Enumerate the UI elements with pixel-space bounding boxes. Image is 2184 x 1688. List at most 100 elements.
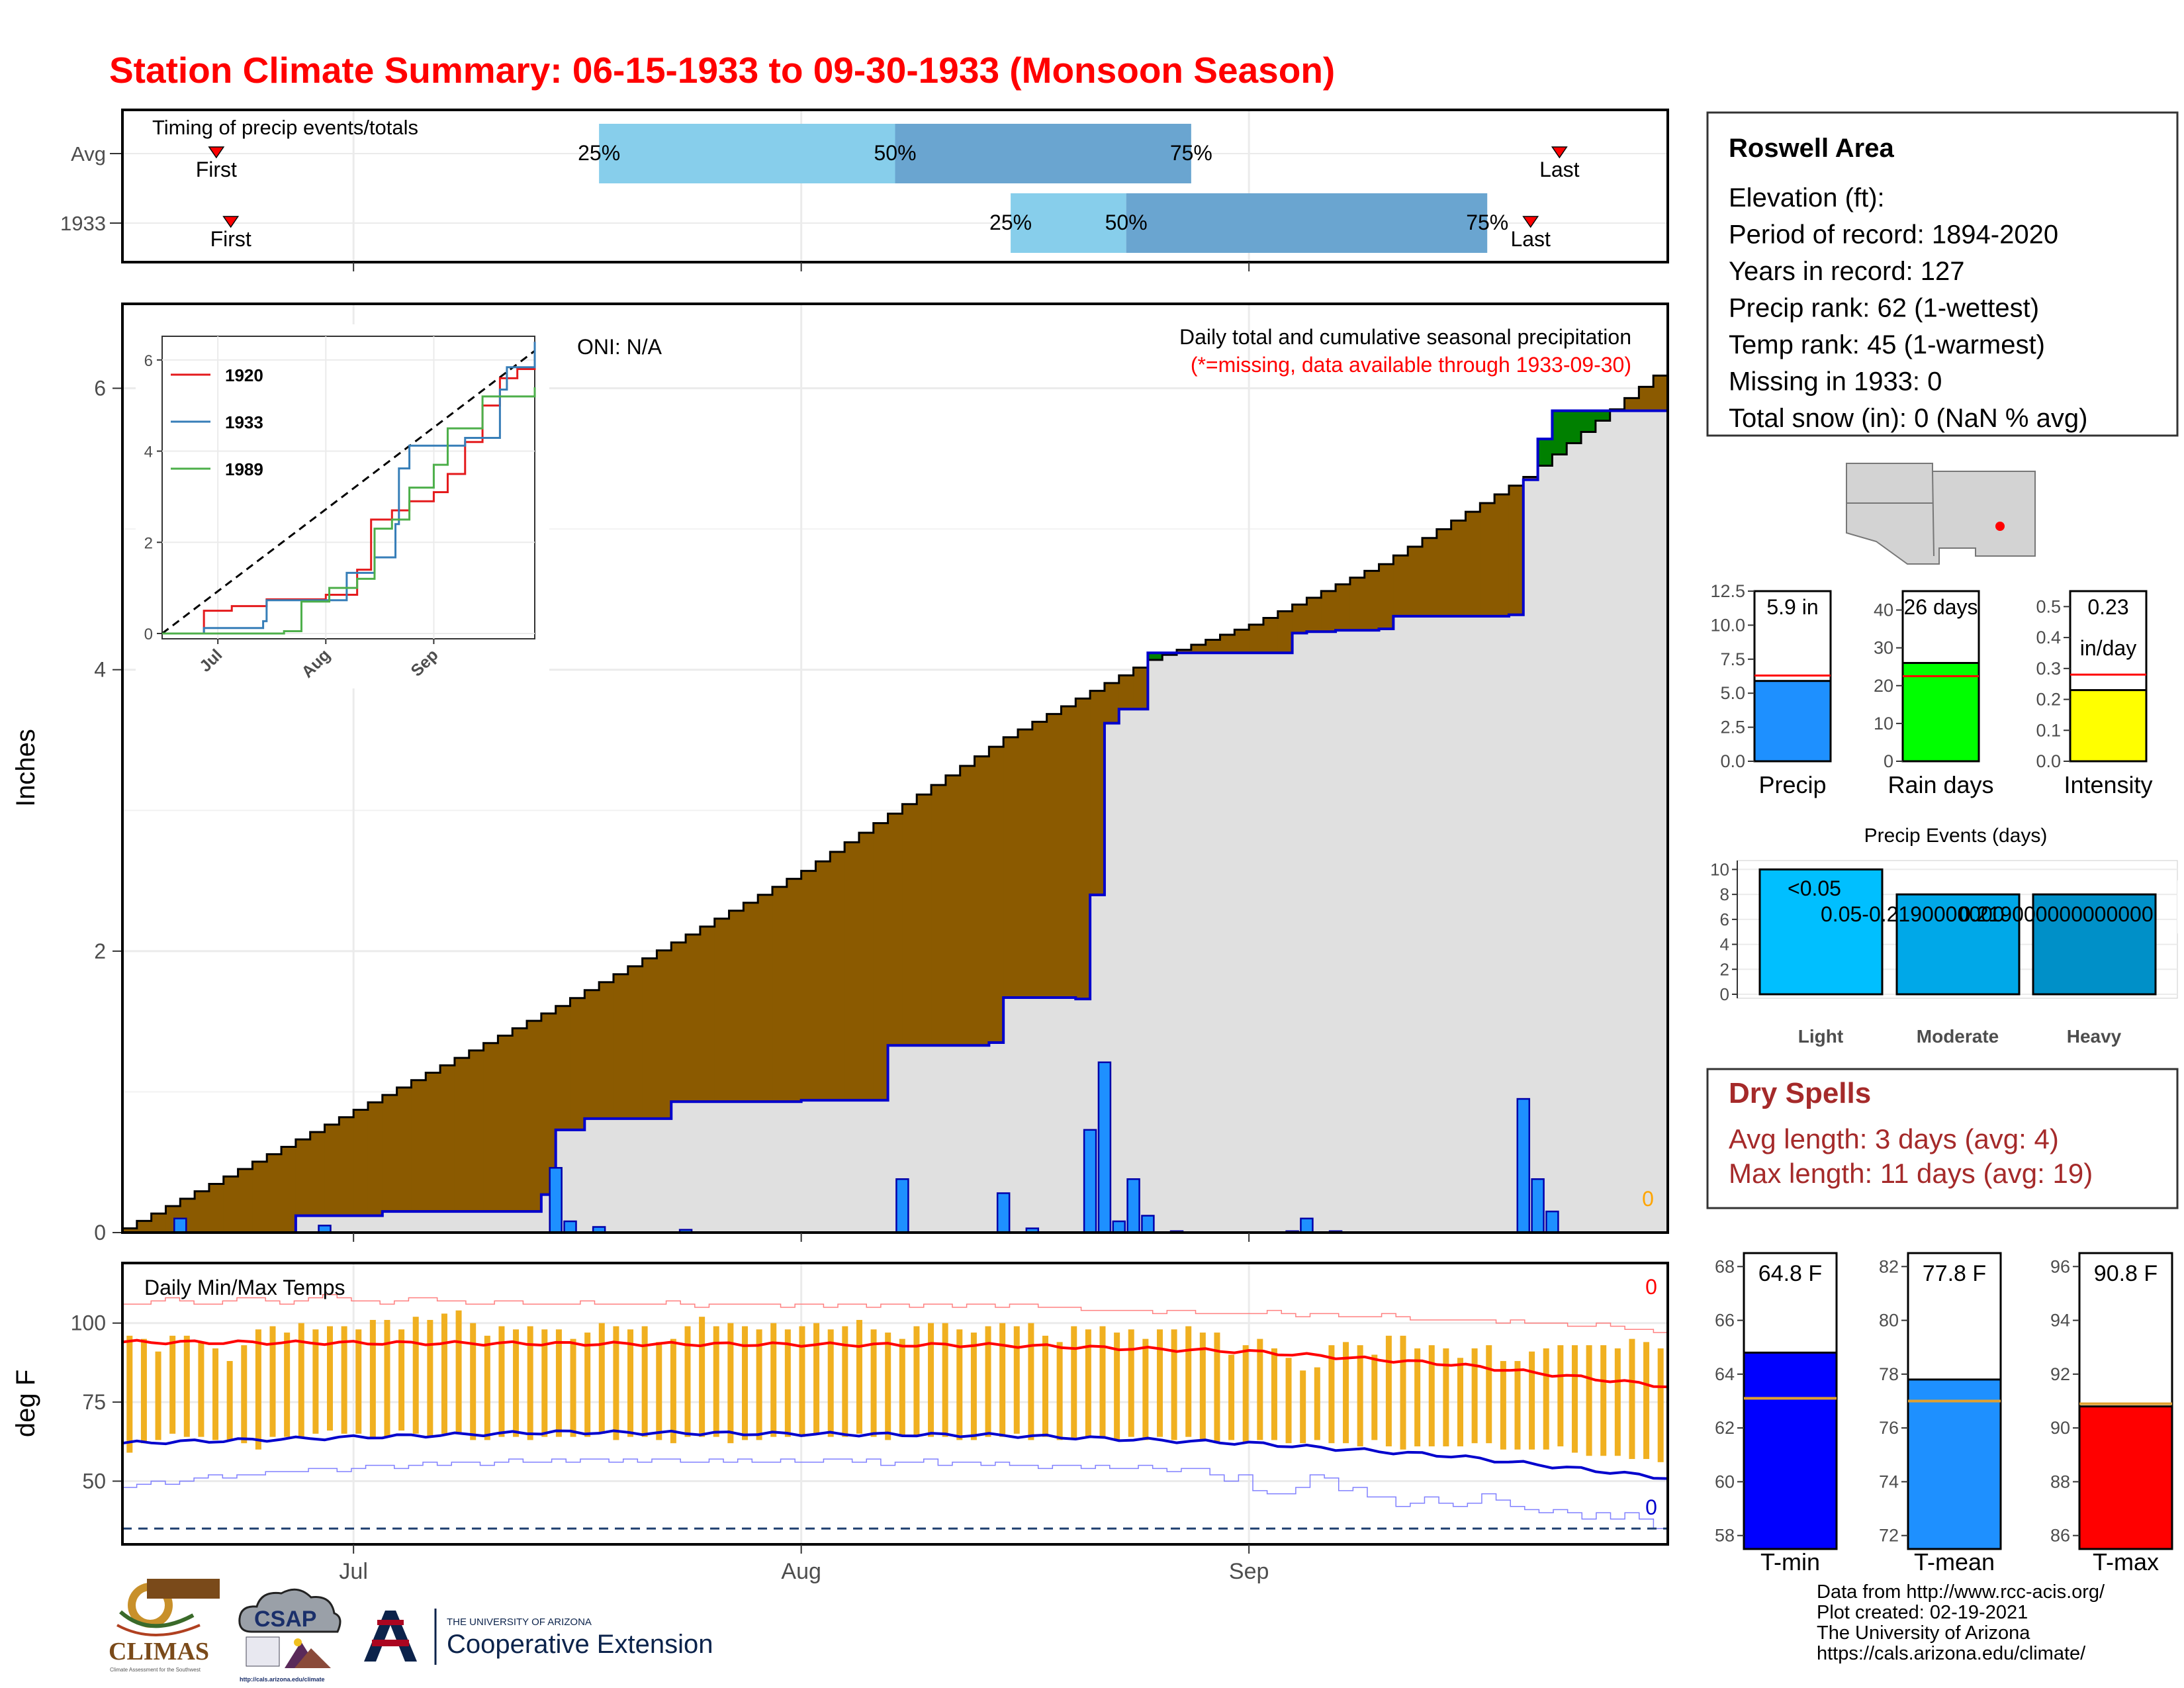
cumulative-diff-fill (252, 1161, 267, 1233)
cumulative-diff-fill (1220, 634, 1235, 653)
summary-ytick-label: 0.0 (1720, 751, 1745, 771)
daily-temp-bar (1486, 1345, 1492, 1444)
daily-temp-bar (140, 1338, 147, 1444)
cumulative-diff-fill (195, 1191, 210, 1233)
cumulative-diff-fill (1567, 410, 1582, 444)
daily-temp-bar (226, 1361, 233, 1440)
temp-min-missing: 0 (1645, 1495, 1657, 1519)
svg-text:CLIMAS: CLIMAS (109, 1638, 209, 1665)
summary-ytick-label: 0 (1884, 751, 1893, 771)
daily-temp-bar (1257, 1338, 1263, 1440)
temp-ytick-label: 50 (82, 1469, 106, 1493)
daily-temp-bar (541, 1329, 548, 1437)
daily-temp-bar (813, 1323, 820, 1434)
daily-temp-bar (756, 1329, 762, 1440)
daily-temp-bar (1586, 1345, 1592, 1456)
temp-ytick-label: 75 (82, 1390, 106, 1414)
daily-temp-bar (784, 1329, 791, 1437)
precip-ytick-label: 0 (94, 1221, 106, 1244)
daily-temp-bar (827, 1329, 834, 1437)
temp-summary-ytick-label: 78 (1879, 1364, 1899, 1384)
daily-temp-bar (870, 1329, 877, 1437)
temp-xtick-label: Sep (1229, 1559, 1269, 1584)
events-label-clip (2177, 880, 2184, 933)
record-max-line (122, 1294, 1668, 1333)
temp-panel-bg (122, 1263, 1668, 1544)
daily-temp-bar (198, 1342, 205, 1437)
dry-spells-title: Dry Spells (1729, 1077, 1871, 1109)
events-bar-label: 0.05-0.2190000000 (1821, 902, 2005, 926)
cumulative-diff-fill (758, 894, 773, 1102)
daily-temp-bar (1428, 1345, 1435, 1446)
cumulative-diff-fill (1090, 690, 1105, 895)
daily-temp-bar (1114, 1333, 1120, 1440)
cumulative-diff-fill (700, 926, 715, 1102)
precip-panel-title: Daily total and cumulative seasonal prec… (1179, 325, 1631, 349)
daily-temp-bar (699, 1317, 705, 1437)
daily-temp-bar (384, 1319, 390, 1437)
daily-temp-bar (1314, 1367, 1320, 1440)
daily-temp-bar (527, 1326, 533, 1440)
summary-ytick-label: 40 (1874, 600, 1893, 620)
daily-precip-bar (1300, 1217, 1314, 1234)
cumulative-diff-fill (498, 1035, 513, 1212)
daily-temp-bar (1085, 1329, 1091, 1437)
observed-cumulative-fill (122, 402, 1668, 1233)
daily-precip-bar (1083, 1129, 1097, 1234)
csap-logo: CSAP http://cals.arizona.edu/climate (232, 1585, 347, 1685)
cumulative-diff-fill (426, 1072, 441, 1212)
daily-temp-bar (1557, 1345, 1564, 1446)
cumulative-diff-fill (1191, 645, 1206, 653)
precip-panel-border (121, 303, 1669, 1234)
summary-ytick-label: 2.5 (1720, 718, 1745, 737)
cumulative-diff-fill (1451, 520, 1467, 616)
timing-marker-label: First (196, 158, 237, 181)
cumulative-diff-fill (136, 1221, 152, 1233)
temp-summary-label: T-min (1760, 1548, 1820, 1575)
cumulative-diff-fill (1263, 618, 1279, 653)
events-title: Precip Events (days) (1864, 825, 2048, 847)
cumulative-diff-fill (1249, 624, 1264, 653)
cumulative-diff-fill (512, 1028, 527, 1212)
daily-temp-bar (1343, 1342, 1349, 1444)
daily-temp-bar (627, 1329, 634, 1437)
daily-precip-bar (563, 1220, 577, 1234)
cumulative-diff-fill (1032, 722, 1048, 998)
timing-pct-label: 50% (1105, 211, 1148, 234)
cumulative-diff-fill (627, 966, 643, 1119)
daily-precip-bar (173, 1217, 187, 1234)
cumulative-diff-fill (469, 1050, 484, 1212)
cumulative-diff-fill (887, 814, 903, 1046)
daily-temp-bar (1171, 1329, 1177, 1440)
timing-title: Timing of precip events/totals (152, 116, 418, 139)
daily-temp-bar (326, 1326, 333, 1431)
cumulative-diff-fill (960, 766, 976, 1046)
temp-xtick-label: Aug (781, 1559, 821, 1584)
daily-temp-bar (1400, 1335, 1406, 1450)
summary-bar (2069, 689, 2148, 763)
cumulative-diff-fill (1552, 410, 1567, 455)
cumulative-diff-fill (281, 1147, 296, 1233)
timing-pct-label: 25% (989, 211, 1032, 234)
daily-temp-bar (155, 1351, 161, 1440)
inset-legend-label: 1933 (225, 412, 263, 432)
cumulative-diff-fill (541, 1013, 557, 1195)
cumulative-diff-fill (714, 918, 730, 1102)
daily-temp-bar (899, 1338, 905, 1437)
temp-summary-ytick-label: 72 (1879, 1526, 1899, 1546)
university-of-arizona-logo: THE UNIVERSITY OF ARIZONA Cooperative Ex… (357, 1605, 754, 1671)
events-ytick-label: 10 (1710, 859, 1729, 879)
daily-temp-bar (212, 1348, 219, 1440)
daily-temp-bar (284, 1333, 291, 1437)
cumulative-diff-fill (382, 1095, 398, 1212)
cumulative-diff-fill (1148, 653, 1163, 660)
cumulative-diff-fill (613, 974, 629, 1119)
daily-temp-bar (126, 1335, 133, 1453)
cumulative-diff-fill (1508, 485, 1524, 615)
cumulative-diff-fill (1118, 675, 1134, 710)
avg-min-line (122, 1429, 1668, 1480)
summary-ytick-label: 5.0 (1720, 683, 1745, 703)
cumulative-diff-fill (1017, 729, 1033, 998)
cumulative-diff-fill (122, 1228, 138, 1233)
